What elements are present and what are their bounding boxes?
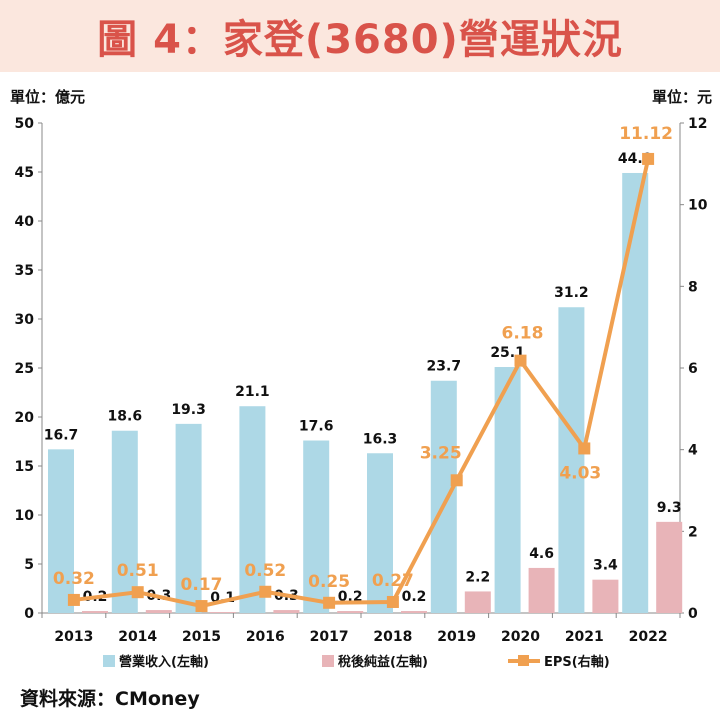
- legend-revenue-swatch: [103, 655, 115, 667]
- legend-net-income-swatch: [322, 655, 334, 667]
- revenue-bar: [430, 380, 457, 613]
- legend-revenue-label: 營業收入(左軸): [119, 654, 209, 670]
- eps-data-label: 0.32: [53, 569, 95, 589]
- net-income-data-label: 9.3: [657, 500, 682, 516]
- left-tick-label: 5: [24, 557, 34, 573]
- revenue-bar: [494, 367, 521, 613]
- net-income-bar: [273, 610, 300, 613]
- left-tick-label: 15: [15, 459, 34, 475]
- eps-point: [386, 595, 399, 608]
- revenue-data-label: 16.3: [363, 431, 398, 447]
- net-income-data-label: 4.6: [529, 546, 554, 562]
- x-tick-label: 2017: [310, 629, 349, 645]
- right-tick-label: 0: [688, 606, 698, 622]
- eps-data-label: 0.25: [308, 572, 350, 592]
- eps-point: [131, 586, 144, 599]
- net-income-bar: [592, 579, 619, 613]
- x-tick-label: 2021: [565, 629, 604, 645]
- revenue-bar: [111, 430, 138, 613]
- x-tick-label: 2016: [246, 629, 285, 645]
- net-income-bar: [528, 567, 555, 613]
- revenue-bar: [367, 453, 393, 613]
- right-tick-label: 8: [688, 279, 698, 295]
- source-note: 資料來源：CMoney: [20, 688, 200, 710]
- eps-data-label: 3.25: [420, 443, 462, 463]
- revenue-bar: [558, 307, 585, 613]
- net-income-bar: [656, 521, 683, 613]
- left-tick-label: 35: [15, 263, 34, 279]
- left-tick-label: 50: [15, 116, 35, 132]
- eps-data-label: 0.51: [117, 561, 159, 581]
- eps-point: [578, 442, 591, 455]
- eps-data-label: 0.52: [244, 561, 286, 581]
- net-income-bar: [337, 611, 364, 613]
- eps-point: [450, 474, 463, 487]
- net-income-bar: [209, 612, 236, 613]
- eps-point: [514, 354, 527, 367]
- net-income-data-label: 0.2: [402, 589, 427, 605]
- right-tick-label: 12: [688, 116, 707, 132]
- x-tick-label: 2014: [118, 629, 157, 645]
- revenue-data-label: 17.6: [299, 419, 334, 435]
- legend-eps-label: EPS(右軸): [544, 654, 610, 670]
- right-tick-label: 6: [688, 361, 698, 377]
- left-tick-label: 45: [15, 165, 34, 181]
- x-tick-label: 2019: [437, 629, 476, 645]
- revenue-data-label: 19.3: [171, 402, 206, 418]
- right-tick-label: 2: [688, 524, 698, 540]
- legend-net-income-label: 稅後純益(左軸): [338, 654, 428, 670]
- right-tick-label: 10: [688, 198, 708, 214]
- eps-data-label: 6.18: [502, 324, 544, 344]
- net-income-bar: [401, 611, 427, 613]
- eps-point: [259, 585, 272, 598]
- net-income-data-label: 3.4: [593, 558, 618, 574]
- eps-line: [73, 158, 651, 609]
- eps-point: [67, 593, 80, 606]
- net-income-bar: [145, 610, 172, 613]
- eps-point: [195, 600, 208, 613]
- left-tick-label: 40: [15, 214, 35, 230]
- page-title: 圖 4：家登(3680)營運狀況: [97, 17, 623, 63]
- x-tick-label: 2022: [629, 629, 668, 645]
- eps-data-label: 0.27: [372, 571, 414, 591]
- revenue-bar: [239, 406, 266, 613]
- right-axis-unit: 單位：元: [651, 88, 712, 106]
- revenue-bar: [303, 440, 330, 613]
- legend-eps-marker: [518, 655, 529, 666]
- x-tick-label: 2013: [54, 629, 93, 645]
- net-income-bar: [82, 611, 108, 613]
- eps-data-label: 11.12: [619, 124, 673, 144]
- left-tick-label: 25: [15, 361, 34, 377]
- x-tick-label: 2018: [373, 629, 412, 645]
- revenue-data-label: 31.2: [554, 285, 589, 301]
- left-tick-label: 10: [15, 508, 35, 524]
- left-axis-unit: 單位：億元: [10, 88, 86, 106]
- left-tick-label: 0: [24, 606, 34, 622]
- left-tick-label: 30: [15, 312, 35, 328]
- eps-point: [323, 596, 336, 609]
- x-tick-label: 2015: [182, 629, 221, 645]
- revenue-data-label: 23.7: [427, 359, 462, 375]
- eps-data-label: 0.17: [181, 575, 223, 595]
- net-income-data-label: 2.2: [465, 569, 490, 585]
- revenue-bar: [48, 449, 74, 613]
- net-income-bar: [464, 591, 491, 613]
- title-band: 圖 4：家登(3680)營運狀況: [0, 0, 720, 72]
- revenue-bar: [175, 423, 202, 613]
- revenue-data-label: 16.7: [44, 427, 79, 443]
- revenue-bar: [622, 172, 649, 614]
- eps-data-label: 4.03: [559, 463, 601, 483]
- revenue-data-label: 21.1: [235, 384, 270, 400]
- revenue-data-label: 18.6: [108, 409, 143, 425]
- x-tick-label: 2020: [501, 629, 540, 645]
- right-tick-label: 4: [688, 443, 698, 459]
- left-tick-label: 20: [15, 410, 35, 426]
- eps-point: [642, 152, 655, 165]
